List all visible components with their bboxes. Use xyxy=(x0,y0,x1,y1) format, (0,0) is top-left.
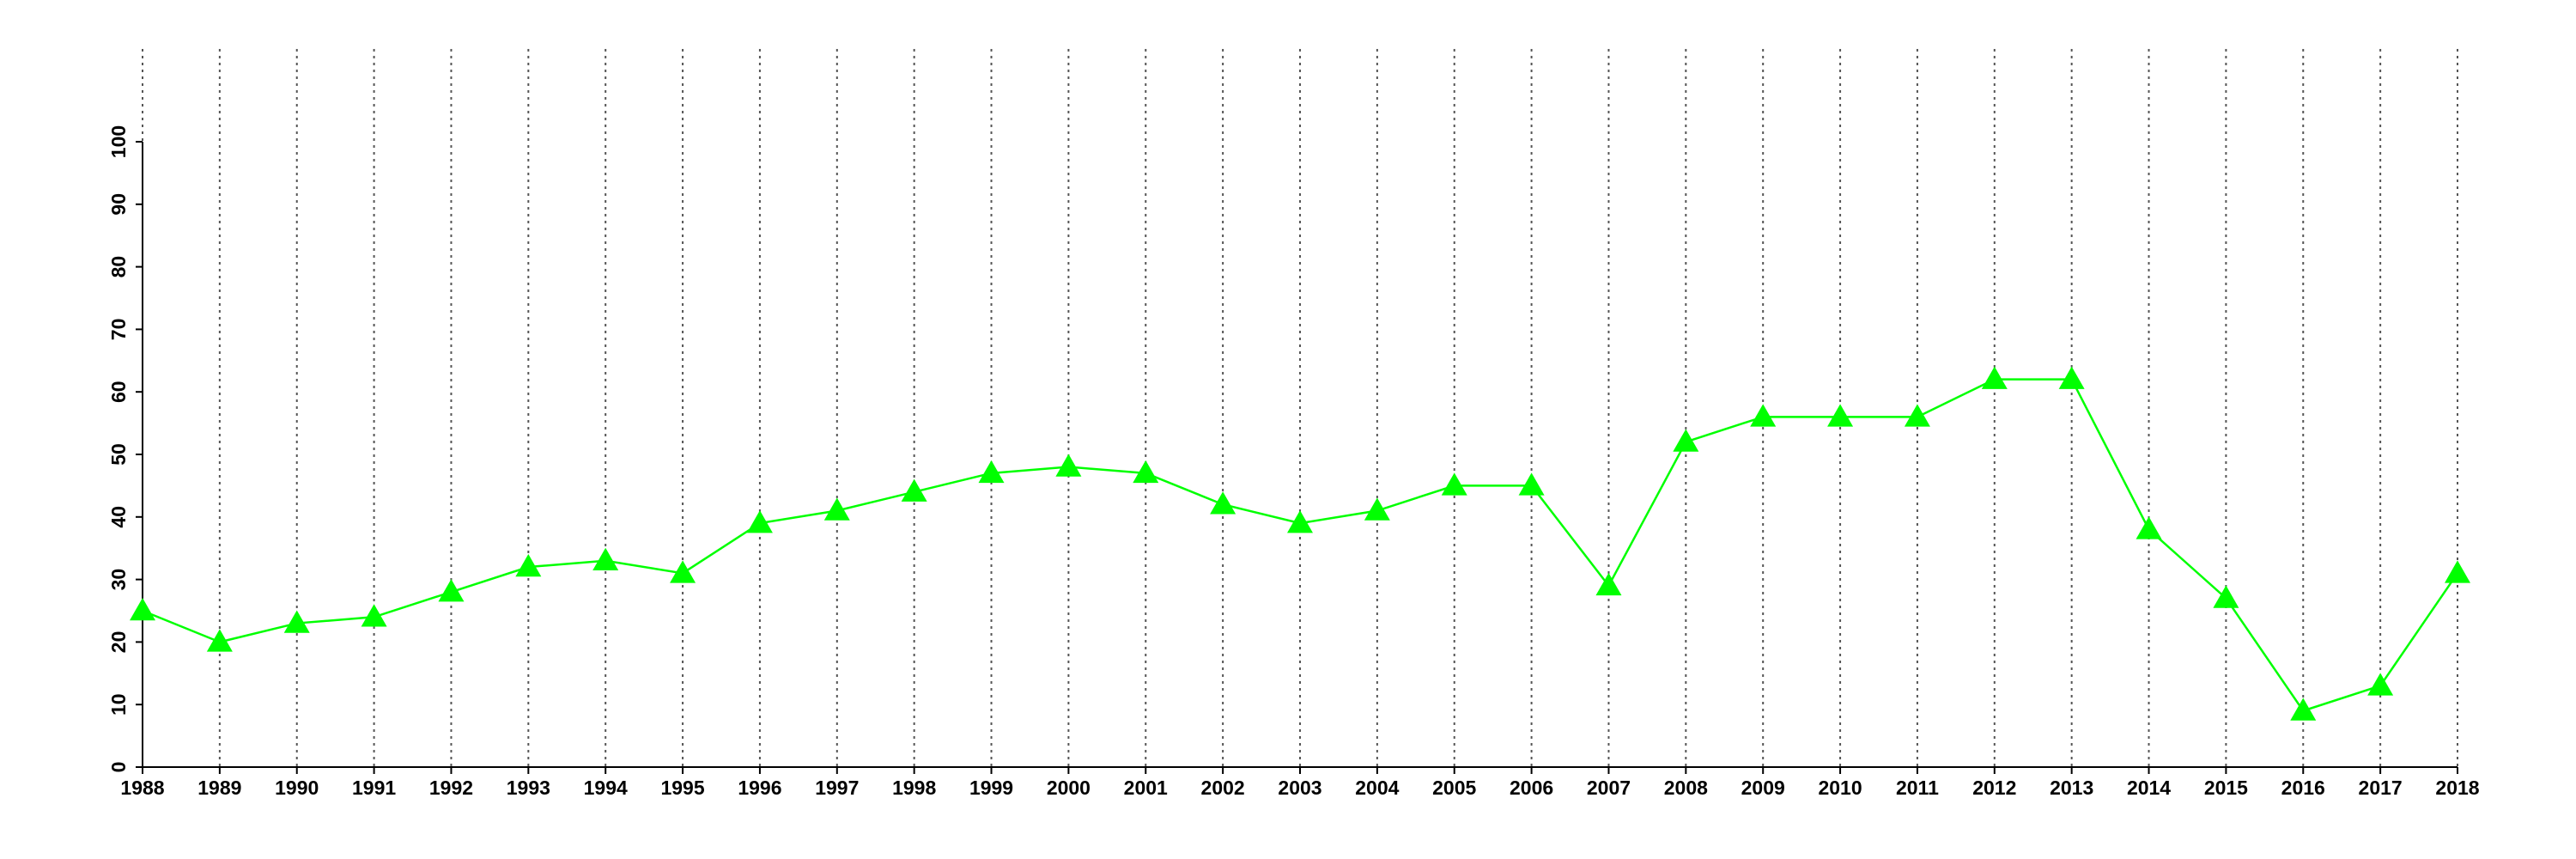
data-point xyxy=(670,560,696,583)
x-tick-label: 2003 xyxy=(1278,777,1321,799)
x-tick-label: 2011 xyxy=(1896,777,1939,799)
x-tick-label: 1990 xyxy=(275,777,319,799)
data-point xyxy=(2213,585,2239,608)
x-tick-label: 1997 xyxy=(815,777,859,799)
y-tick-label: 100 xyxy=(107,125,130,158)
data-point xyxy=(978,460,1005,484)
data-point xyxy=(1364,497,1390,521)
x-tick-label: 2001 xyxy=(1124,777,1168,799)
x-tick-label: 1992 xyxy=(429,777,473,799)
data-point xyxy=(1673,429,1699,452)
data-point xyxy=(1210,491,1236,515)
x-tick-label: 2014 xyxy=(2127,777,2171,799)
data-point xyxy=(361,604,387,627)
data-point xyxy=(1750,404,1777,427)
x-tick-label: 1993 xyxy=(507,777,550,799)
y-tick-label: 20 xyxy=(107,631,130,654)
y-tick-label: 40 xyxy=(107,506,130,528)
y-tick-label: 50 xyxy=(107,443,130,466)
y-tick-label: 30 xyxy=(107,569,130,591)
data-point xyxy=(823,497,850,521)
x-tick-label: 1998 xyxy=(892,777,936,799)
data-point xyxy=(1827,404,1854,427)
data-point xyxy=(2445,560,2470,583)
data-point xyxy=(438,579,465,602)
y-tick-label: 0 xyxy=(107,762,130,773)
data-point xyxy=(1904,404,1930,427)
data-point xyxy=(1595,572,1622,596)
data-point xyxy=(1287,510,1313,533)
y-tick-label: 70 xyxy=(107,319,130,341)
x-tick-label: 2018 xyxy=(2435,777,2479,799)
data-point xyxy=(206,629,233,652)
x-tick-label: 2000 xyxy=(1047,777,1091,799)
data-point xyxy=(1981,366,2008,389)
data-point xyxy=(746,510,773,533)
data-point xyxy=(1133,460,1159,484)
data-point xyxy=(283,610,310,633)
x-tick-label: 1996 xyxy=(738,777,781,799)
data-point xyxy=(901,478,927,502)
x-tick-label: 1994 xyxy=(584,777,628,799)
x-tick-label: 2008 xyxy=(1664,777,1708,799)
data-point xyxy=(1518,472,1545,496)
x-tick-label: 1989 xyxy=(197,777,241,799)
data-point xyxy=(2058,366,2085,389)
x-tick-label: 2007 xyxy=(1587,777,1631,799)
data-point xyxy=(1441,472,1467,496)
x-tick-label: 2016 xyxy=(2281,777,2325,799)
x-tick-label: 1999 xyxy=(969,777,1013,799)
data-point xyxy=(1055,454,1082,477)
data-point xyxy=(2136,516,2162,539)
x-tick-label: 1988 xyxy=(120,777,164,799)
data-point xyxy=(2367,673,2394,696)
x-tick-label: 2002 xyxy=(1201,777,1245,799)
data-point xyxy=(592,547,619,571)
y-tick-label: 80 xyxy=(107,256,130,278)
x-tick-label: 2015 xyxy=(2204,777,2248,799)
x-tick-label: 2009 xyxy=(1741,777,1785,799)
data-point xyxy=(515,554,542,577)
x-tick-label: 2012 xyxy=(1972,777,2016,799)
y-tick-label: 10 xyxy=(107,693,130,716)
x-tick-label: 2013 xyxy=(2050,777,2093,799)
x-tick-label: 1995 xyxy=(660,777,704,799)
x-tick-label: 2017 xyxy=(2359,777,2403,799)
data-point xyxy=(130,598,155,621)
x-tick-label: 2010 xyxy=(1818,777,1862,799)
data-point xyxy=(2290,698,2317,721)
y-tick-label: 60 xyxy=(107,381,130,403)
x-tick-label: 2006 xyxy=(1510,777,1553,799)
y-tick-label: 90 xyxy=(107,193,130,216)
x-tick-label: 1991 xyxy=(352,777,396,799)
x-tick-label: 2004 xyxy=(1355,777,1399,799)
x-tick-label: 2005 xyxy=(1432,777,1476,799)
